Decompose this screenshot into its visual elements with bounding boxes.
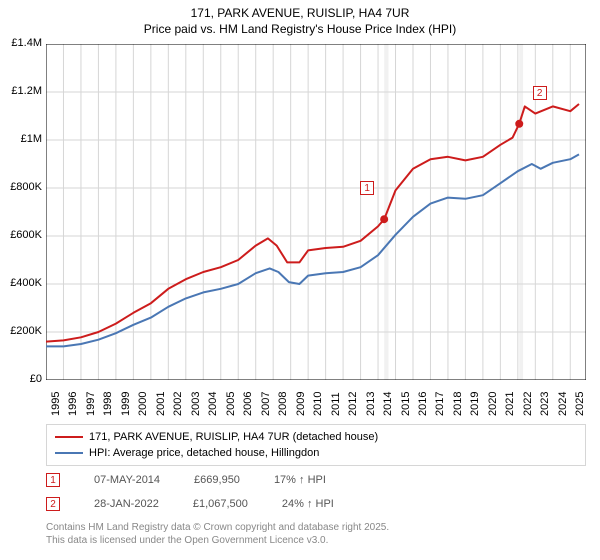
table-row: 1 07-MAY-2014 £669,950 17% ↑ HPI [46, 468, 586, 492]
chart-area: £0£200K£400K£600K£800K£1M£1.2M£1.4M19951… [46, 44, 586, 380]
x-axis-label: 2000 [137, 392, 149, 416]
title-line-1: 171, PARK AVENUE, RUISLIP, HA4 7UR [0, 6, 600, 22]
legend-row: 171, PARK AVENUE, RUISLIP, HA4 7UR (deta… [55, 429, 577, 445]
x-axis-label: 2017 [434, 392, 446, 416]
y-axis-label: £200K [2, 325, 42, 337]
sale-price: £669,950 [194, 474, 240, 486]
chart-sale-marker: 1 [360, 181, 374, 195]
sale-delta: 17% ↑ HPI [274, 474, 326, 486]
x-axis-label: 1999 [120, 392, 132, 416]
x-axis-label: 2020 [487, 392, 499, 416]
x-axis-label: 2005 [225, 392, 237, 416]
x-axis-label: 2015 [400, 392, 412, 416]
y-axis-label: £1.2M [2, 85, 42, 97]
footer: Contains HM Land Registry data © Crown c… [46, 522, 586, 547]
x-axis-label: 2019 [469, 392, 481, 416]
y-axis-label: £1M [2, 133, 42, 145]
x-axis-label: 2008 [277, 392, 289, 416]
x-axis-label: 2009 [295, 392, 307, 416]
legend-swatch-2 [55, 452, 83, 454]
chart-sale-marker: 2 [533, 86, 547, 100]
sale-marker-2: 2 [46, 497, 60, 511]
x-axis-label: 1995 [50, 392, 62, 416]
x-axis-label: 2006 [242, 392, 254, 416]
x-axis-label: 2003 [190, 392, 202, 416]
x-axis-label: 2024 [557, 392, 569, 416]
sale-marker-1: 1 [46, 473, 60, 487]
legend-box: 171, PARK AVENUE, RUISLIP, HA4 7UR (deta… [46, 424, 586, 466]
legend-label-1: 171, PARK AVENUE, RUISLIP, HA4 7UR (deta… [89, 431, 378, 443]
chart-container: 171, PARK AVENUE, RUISLIP, HA4 7UR Price… [0, 0, 600, 560]
x-axis-label: 1996 [67, 392, 79, 416]
footer-line-1: Contains HM Land Registry data © Crown c… [46, 522, 586, 535]
x-axis-label: 2001 [155, 392, 167, 416]
x-axis-label: 2011 [330, 392, 342, 416]
y-axis-label: £0 [2, 373, 42, 385]
x-axis-label: 1997 [85, 392, 97, 416]
x-axis-label: 2014 [382, 392, 394, 416]
x-axis-label: 2018 [452, 392, 464, 416]
sale-date: 07-MAY-2014 [94, 474, 160, 486]
legend-label-2: HPI: Average price, detached house, Hill… [89, 447, 319, 459]
x-axis-label: 2013 [365, 392, 377, 416]
legend-swatch-1 [55, 436, 83, 438]
table-row: 2 28-JAN-2022 £1,067,500 24% ↑ HPI [46, 492, 586, 516]
sales-table: 1 07-MAY-2014 £669,950 17% ↑ HPI 2 28-JA… [46, 468, 586, 516]
legend-row: HPI: Average price, detached house, Hill… [55, 445, 577, 461]
y-axis-label: £600K [2, 229, 42, 241]
x-axis-label: 2012 [347, 392, 359, 416]
x-axis-label: 2022 [522, 392, 534, 416]
x-axis-label: 2025 [574, 392, 586, 416]
x-axis-label: 2010 [312, 392, 324, 416]
y-axis-label: £800K [2, 181, 42, 193]
y-axis-label: £1.4M [2, 37, 42, 49]
y-axis-label: £400K [2, 277, 42, 289]
chart-svg [46, 44, 586, 380]
title-block: 171, PARK AVENUE, RUISLIP, HA4 7UR Price… [0, 0, 600, 37]
sale-price: £1,067,500 [193, 498, 248, 510]
x-axis-label: 2002 [172, 392, 184, 416]
sale-delta: 24% ↑ HPI [282, 498, 334, 510]
sale-date: 28-JAN-2022 [94, 498, 159, 510]
title-line-2: Price paid vs. HM Land Registry's House … [0, 22, 600, 38]
x-axis-label: 2007 [260, 392, 272, 416]
x-axis-label: 2004 [207, 392, 219, 416]
x-axis-label: 2021 [504, 392, 516, 416]
x-axis-label: 1998 [102, 392, 114, 416]
x-axis-label: 2023 [539, 392, 551, 416]
footer-line-2: This data is licensed under the Open Gov… [46, 535, 586, 548]
x-axis-label: 2016 [417, 392, 429, 416]
